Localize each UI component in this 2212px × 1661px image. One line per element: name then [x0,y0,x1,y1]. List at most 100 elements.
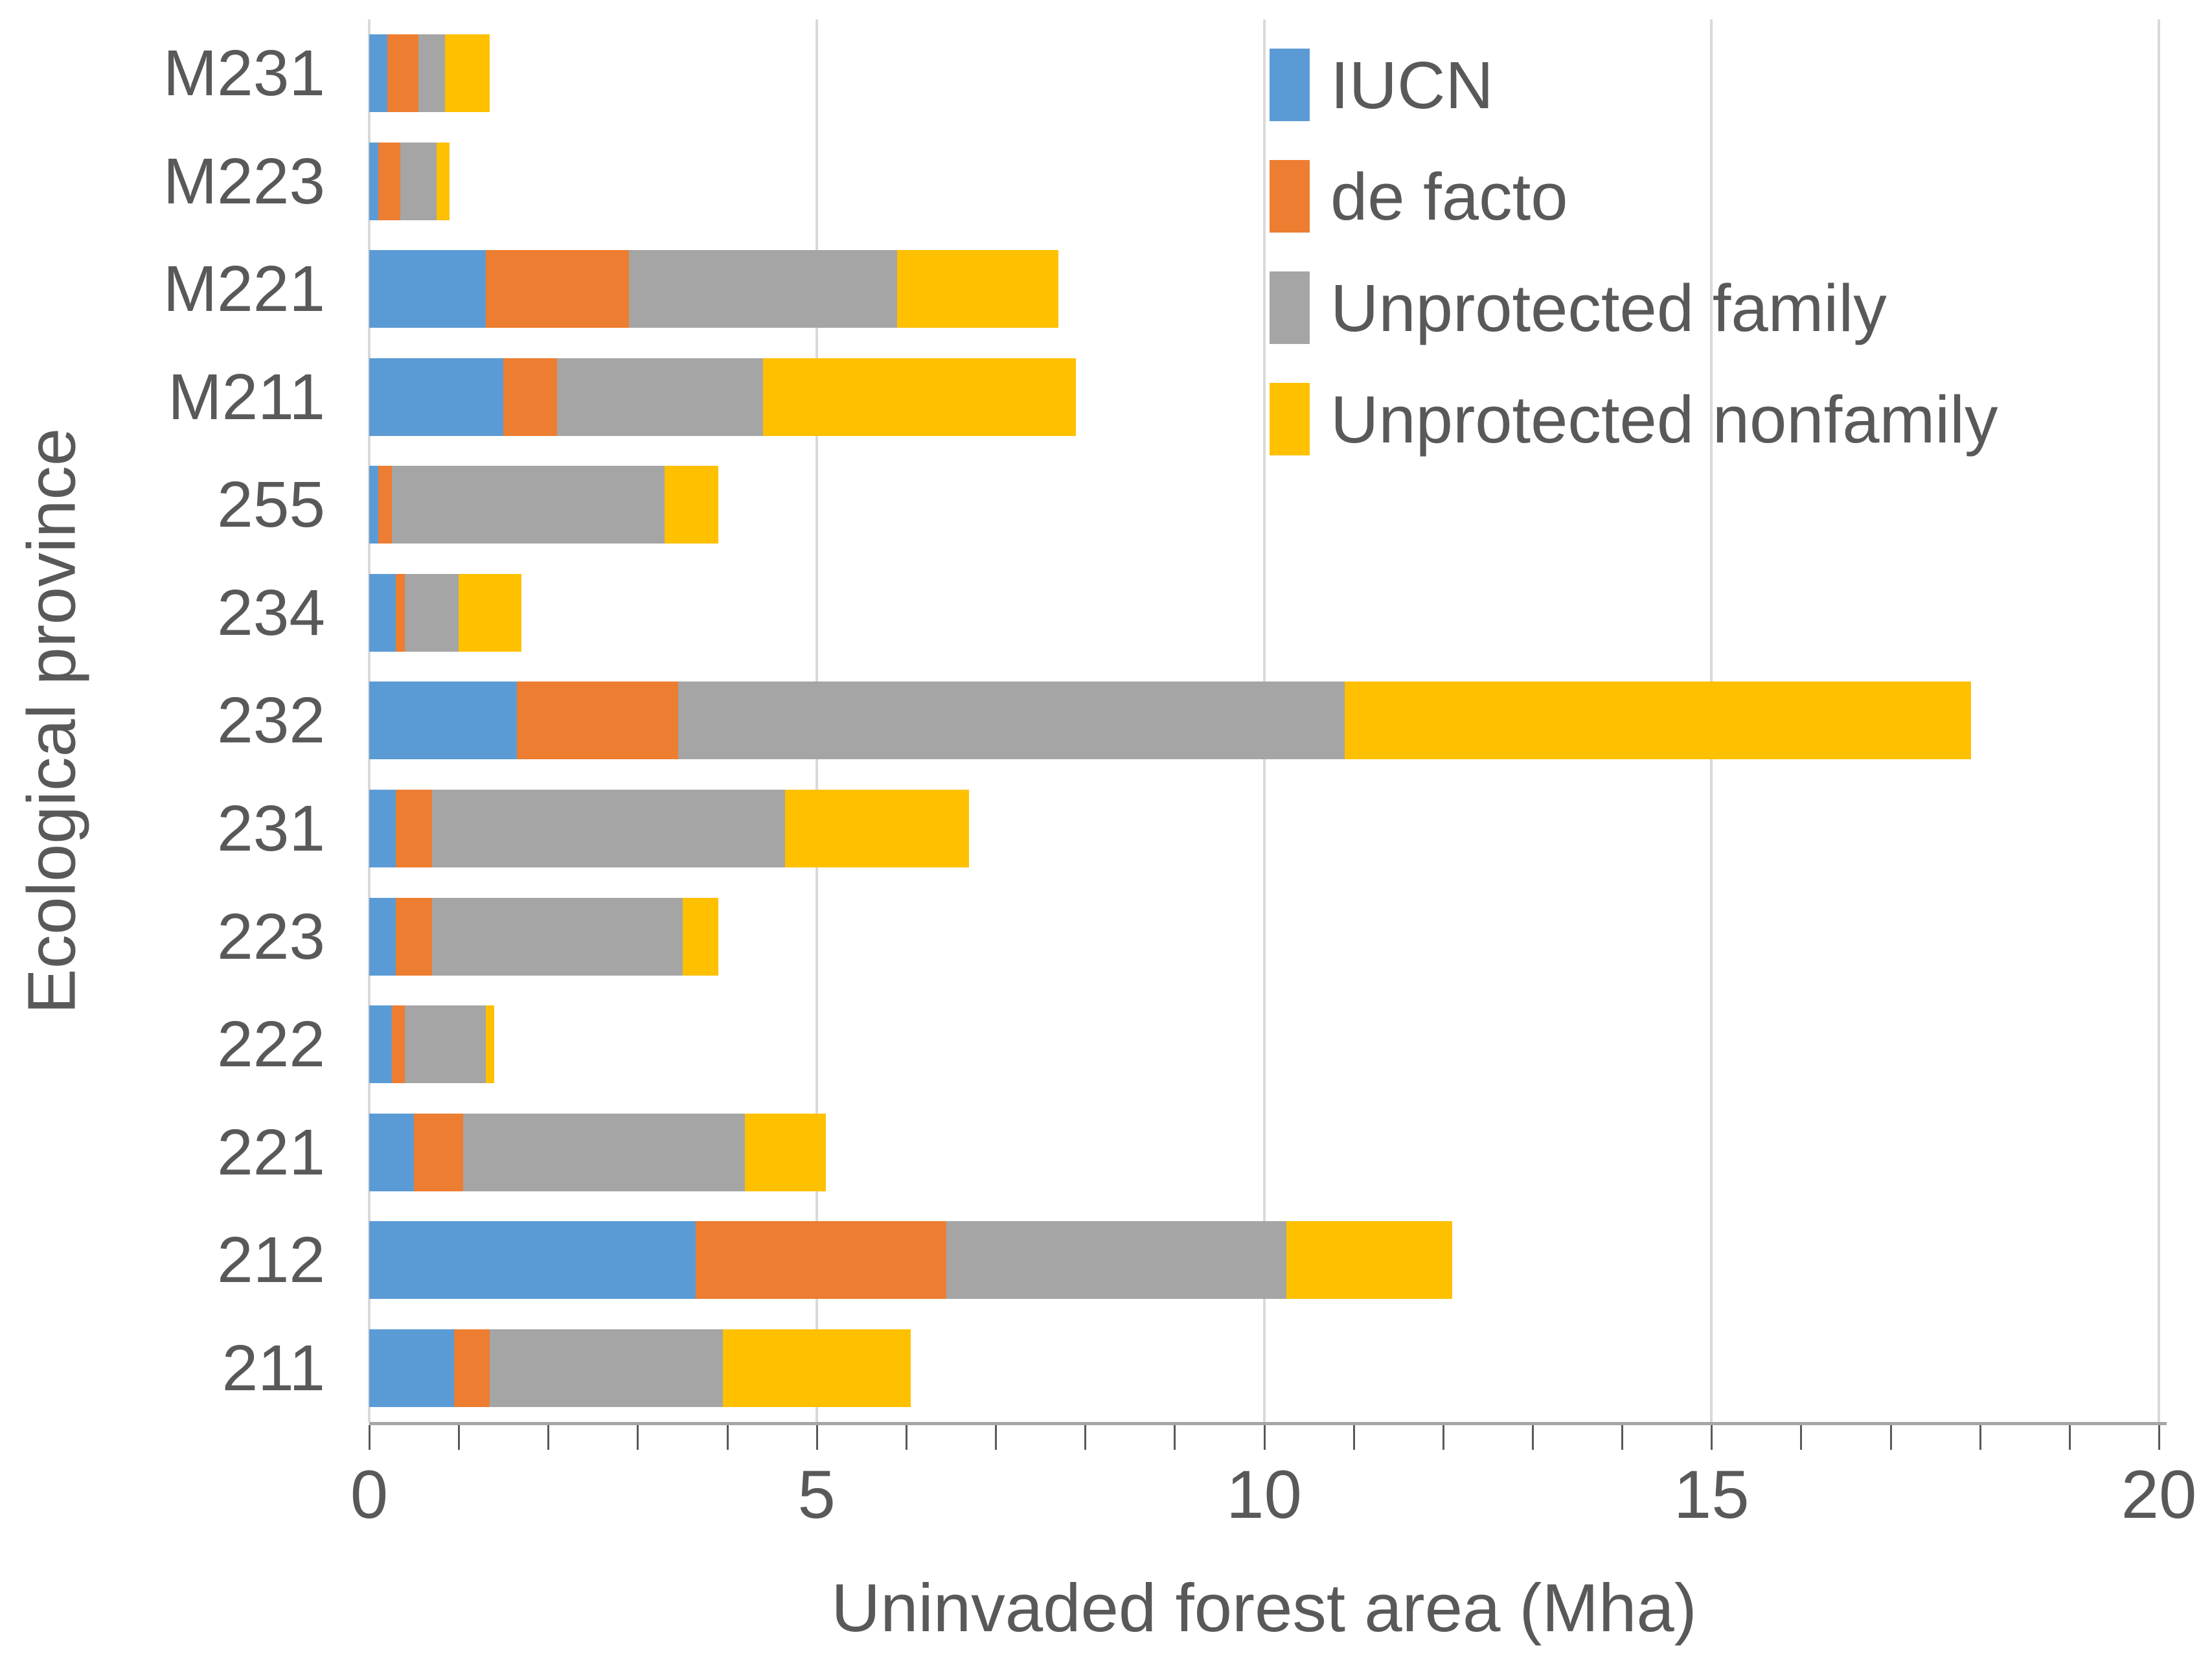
y-axis-category-label: 211 [222,1331,325,1404]
bar-M231 [369,34,2159,113]
bar-segment-222-iucn [369,1005,392,1084]
bar-segment-211-iucn [369,1329,455,1407]
bar-segment-M211-unprotected-family [557,358,763,436]
bar-segment-234-unprotected-nonfamily [459,573,521,652]
bar-row-231 [369,775,2159,883]
bar-segment-M221-unprotected-nonfamily [897,250,1058,328]
bar-222 [369,1005,2159,1084]
y-axis-category-label: 234 [217,576,325,649]
y-axis-category-label: M221 [163,253,325,326]
bar-segment-M231-de-facto [387,34,418,113]
x-axis-tick-20 [2158,1425,2160,1450]
bar-segment-221-unprotected-family [463,1113,746,1191]
bar-rows [369,19,2159,1422]
bar-M223 [369,142,2159,220]
gridline-20 [2158,19,2160,1422]
bar-row-M221 [369,235,2159,343]
bar-segment-232-unprotected-nonfamily [1344,682,1971,760]
y-axis-category-label: M231 [163,37,325,110]
bar-segment-234-iucn [369,573,396,652]
bar-segment-212-unprotected-family [946,1221,1287,1300]
bar-212 [369,1221,2159,1300]
bar-255 [369,466,2159,544]
y-axis-category-label: 212 [217,1224,325,1297]
bar-223 [369,897,2159,976]
bar-segment-211-unprotected-nonfamily [722,1329,911,1407]
bar-segment-221-de-facto [414,1113,464,1191]
bar-segment-M221-unprotected-family [628,250,898,328]
bar-221 [369,1113,2159,1191]
bar-segment-231-de-facto [396,789,432,867]
bar-M221 [369,250,2159,328]
bar-segment-223-unprotected-nonfamily [682,897,718,976]
bar-segment-M223-iucn [369,142,378,220]
x-axis-tick-10 [1263,1425,1266,1450]
bar-segment-223-unprotected-family [431,897,683,976]
legend-label: Unprotected nonfamily [1330,382,1998,457]
bar-segment-211-de-facto [454,1329,490,1407]
x-axis-tick-7 [995,1425,998,1450]
bar-segment-232-iucn [369,682,517,760]
bar-segment-255-de-facto [378,466,392,544]
bar-segment-231-unprotected-nonfamily [785,789,969,867]
x-axis-tick-16 [1800,1425,1803,1450]
x-tick-label-15: 15 [1673,1457,1750,1533]
y-axis-category-labels: M231 M223 M221 M211 255 234 232 231 223 222 221 212… [0,19,343,1422]
bar-234 [369,573,2159,652]
x-axis-tick-2 [547,1425,550,1450]
bar-232 [369,682,2159,760]
y-axis-category-label: 232 [217,684,325,757]
bar-row-223 [369,882,2159,991]
y-axis-category-label: 255 [217,468,325,542]
x-axis-tick-3 [637,1425,639,1450]
bar-row-211 [369,1314,2159,1422]
x-axis-tick-0 [369,1425,371,1450]
bar-row-232 [369,667,2159,775]
x-axis-tick-9 [1174,1425,1176,1450]
legend-item-de-facto: de facto [1270,141,1998,252]
y-axis-category-label: 223 [217,900,325,973]
legend-item-iucn: IUCN [1270,29,1998,141]
x-tick-label-10: 10 [1226,1457,1302,1533]
legend-label: Unprotected family [1330,270,1887,345]
bar-211 [369,1329,2159,1407]
y-axis-category-label: M211 [168,360,325,433]
bar-segment-M223-unprotected-family [400,142,437,220]
x-tick-label-5: 5 [797,1457,836,1533]
y-axis-category-label: 222 [217,1008,325,1081]
bar-segment-M231-unprotected-nonfamily [445,34,490,113]
x-axis-tick-5 [815,1425,818,1450]
plot-area: IUCN de facto Unprotected family Unprotecte… [368,19,2160,1422]
x-axis-tick-18 [1979,1425,1981,1450]
legend-item-unprotected-family: Unprotected family [1270,252,1998,363]
bar-row-M211 [369,343,2159,452]
x-axis-tick-11 [1352,1425,1355,1450]
x-axis-tick-14 [1621,1425,1624,1450]
legend-label: de facto [1330,159,1568,234]
bar-segment-M223-de-facto [378,142,401,220]
legend-swatch-de-facto [1270,160,1310,233]
bar-segment-223-iucn [369,897,396,976]
bar-segment-231-unprotected-family [431,789,786,867]
bar-segment-M221-de-facto [485,250,629,328]
bar-row-234 [369,559,2159,667]
bar-segment-222-unprotected-family [405,1005,486,1084]
bar-row-222 [369,991,2159,1099]
bar-segment-222-unprotected-nonfamily [485,1005,495,1084]
bar-row-221 [369,1098,2159,1206]
bar-segment-255-unprotected-nonfamily [664,466,718,544]
x-axis-tick-4 [726,1425,729,1450]
bar-231 [369,789,2159,867]
y-axis-category-label: 231 [217,792,325,865]
bar-segment-234-unprotected-family [405,573,459,652]
bar-segment-212-iucn [369,1221,696,1300]
bar-segment-M231-iucn [369,34,387,113]
x-axis-line [369,1422,2167,1425]
bar-segment-M211-de-facto [503,358,558,436]
x-axis-tick-19 [2068,1425,2071,1450]
bar-row-212 [369,1206,2159,1314]
y-axis-category-label: M223 [163,144,325,218]
x-tick-label-20: 20 [2121,1457,2197,1533]
bar-segment-234-de-facto [396,573,405,652]
